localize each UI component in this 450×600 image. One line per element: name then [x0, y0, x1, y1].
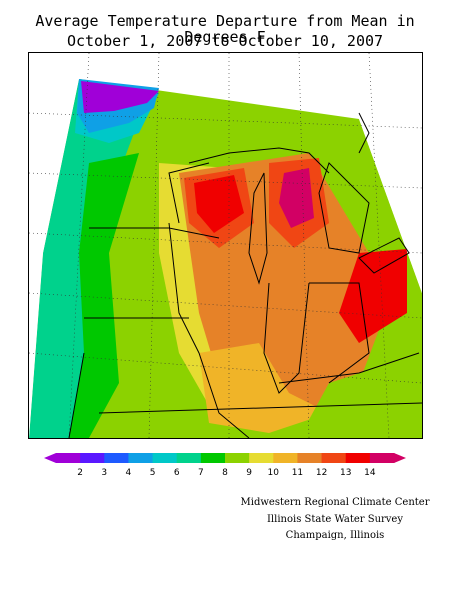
legend-tick-label: 13: [340, 468, 351, 478]
legend-canvas: 2 3 4 5 6 7 8 9 10 11 12 13 14: [44, 453, 406, 478]
legend-swatch: [345, 453, 371, 463]
legend-tick-label: 10: [268, 468, 280, 478]
map-canvas: [29, 53, 422, 438]
map-shading-purple-nw: [81, 81, 159, 113]
legend-swatch: [80, 453, 105, 463]
color-scale-legend: 2 3 4 5 6 7 8 9 10 11 12 13 14: [44, 451, 406, 481]
graticule: [29, 53, 422, 438]
legend-swatch: [321, 453, 347, 463]
legend-swatch: [56, 453, 81, 463]
legend-tick-label: 4: [126, 468, 132, 478]
temperature-departure-map: [28, 52, 423, 439]
legend-swatch: [200, 453, 226, 463]
legend-swatch: [225, 453, 250, 463]
map-mask-left: [29, 53, 79, 438]
legend-swatch: [176, 453, 202, 463]
map-shading-light-orange: [199, 343, 329, 433]
legend-swatch: [152, 453, 178, 463]
legend-tick-label: 2: [77, 468, 83, 478]
legend-tick-label: 8: [222, 468, 228, 478]
legend-tick-label: 5: [150, 468, 156, 478]
legend-swatch: [249, 453, 274, 463]
map-title: Average Temperature Departure from Mean …: [35, 12, 415, 46]
credit-isws: Illinois State Water Survey: [266, 514, 403, 525]
map-shading-west-green: [69, 153, 139, 438]
legend-swatch: [297, 453, 323, 463]
legend-arrow-right: [394, 453, 406, 463]
legend-arrow-left: [44, 453, 56, 463]
state-boundaries: [68, 162, 422, 438]
legend-swatch: [104, 453, 129, 463]
map-shading-southeast: [299, 353, 422, 438]
legend-tick-label: 3: [101, 468, 107, 478]
map-shading-dark-red-wi: [194, 175, 244, 233]
map-date-range: October 1, 2007 to October 10, 2007: [66, 32, 384, 50]
legend-tick-label: 9: [246, 468, 252, 478]
map-shading-magenta-mi: [279, 168, 314, 228]
legend-tick-label: 6: [174, 468, 180, 478]
legend-tick-label: 12: [316, 468, 327, 478]
lake-outlines: [188, 112, 410, 285]
credit-mrcc: Midwestern Regional Climate Center: [240, 497, 430, 508]
legend-swatch: [369, 453, 395, 463]
legend-tick-label: 14: [364, 468, 376, 478]
map-shading-red-east: [339, 249, 407, 343]
legend-tick-label: 11: [292, 468, 303, 478]
legend-swatch: [273, 453, 298, 463]
legend-swatch: [128, 453, 154, 463]
credit-location: Champaign, Illinois: [285, 530, 385, 541]
legend-tick-label: 7: [198, 468, 204, 478]
